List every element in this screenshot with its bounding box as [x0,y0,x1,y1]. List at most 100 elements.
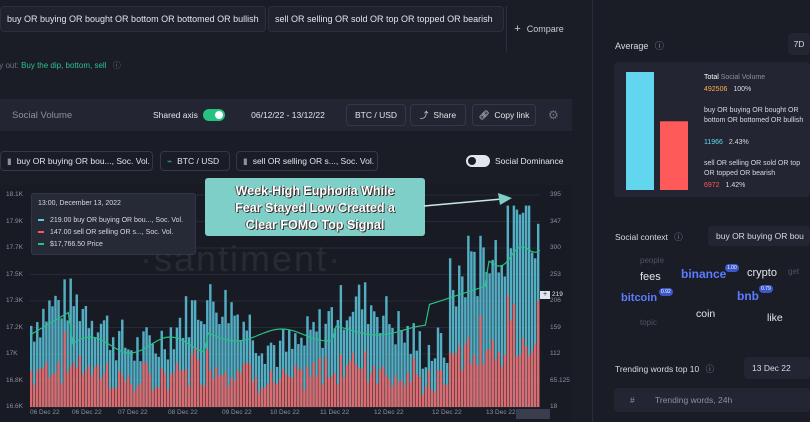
bar-buy [42,308,45,407]
pair-select[interactable]: BTC / USD [346,104,406,126]
bar-buy [357,284,361,407]
tooltip-row-sell: 147.00 sell OR selling OR s..., Soc. Vol… [38,229,173,236]
legend-chip-buy[interactable]: ▮ buy OR buying OR bou..., Soc. Vol. [0,151,153,171]
buy-pct: 2.43% [728,139,749,146]
query-chip-sell[interactable]: sell OR selling OR sold OR top OR topped… [268,6,504,32]
sell-pct: 1.42% [725,182,746,189]
bar-sell [154,386,157,407]
x-axis-highlight [516,409,550,419]
social-dominance-toggle[interactable] [466,155,490,167]
shared-axis-toggle[interactable] [203,109,225,121]
bar-buy [448,258,452,407]
query-chip-buy[interactable]: buy OR buying OR bought OR bottom OR bot… [0,6,274,32]
bar-sell [166,389,170,407]
bar-buy [288,329,291,407]
bar-sell [330,376,333,407]
bar-sell [175,362,179,407]
bar-buy [518,214,522,407]
legend-chip-btc[interactable]: ⌁ BTC / USD [160,151,230,171]
y-tick-price: 17.2K [6,323,23,331]
bar-sell [151,390,154,407]
bar-sell [111,387,115,407]
bar-buy [397,311,400,407]
x-tick: 06 Dec 22 [72,409,102,416]
bar-buy [391,327,394,407]
copy-link-button[interactable]: 🔗︎ Copy link [472,104,536,126]
bar-sell [464,344,467,407]
bar-buy [30,325,33,407]
bar-buy [315,331,318,407]
bar-buy [218,324,221,407]
bar-sell [163,373,167,407]
share-button[interactable]: ⤴ Share [410,104,466,126]
bar-sell [406,372,409,407]
word-like[interactable]: like [767,312,783,324]
word-binance-badge: 1.00 [725,264,739,272]
total-sub: Social Volume [720,74,766,81]
legend-chip-sell[interactable]: ▮ sell OR selling OR s..., Soc. Vol. [236,151,378,171]
bar-buy [33,341,36,407]
bar-sell [121,375,124,407]
bar-sell [400,380,403,407]
bar-sell [488,349,491,407]
bar-buy [278,340,282,407]
bar-sell [48,377,51,407]
bar-sell [500,366,503,407]
bar-buy [533,258,537,407]
bar-sell [445,385,449,407]
word-people[interactable]: people [640,256,665,265]
word-crypto[interactable]: crypto [747,267,777,279]
social-context-select[interactable]: buy OR buying OR bou [708,226,810,246]
word-coin[interactable]: coin [696,308,716,320]
bar-buy [339,285,343,407]
period-select[interactable]: 7D [788,33,810,55]
current-volume-label: 219 [552,291,563,298]
gear-icon[interactable]: ⚙ [548,108,559,122]
y-tick-price: 17.7K [6,244,23,251]
trending-table-header [614,388,810,412]
bar-buy [108,350,112,407]
social-context-label: Social context ⓘ [615,231,683,243]
date-range-picker[interactable]: 06/12/22 - 13/12/22 [236,104,340,126]
bar-sell [260,387,264,407]
bar-sell [339,354,343,407]
bar-sell [36,370,39,407]
bar-sell [451,354,455,407]
bar-sell [385,375,388,407]
word-topic[interactable]: topic [640,318,657,327]
plus-icon: + [514,23,521,35]
word-cloud: people fees binance 1.00 crypto get bitc… [615,252,810,332]
bar-sell [309,377,312,407]
bar-buy [494,239,497,407]
bar-sell [233,380,236,407]
word-binance[interactable]: binance [681,267,727,281]
word-bnb-badge: 0.79 [759,285,773,293]
bar-sell [42,368,45,407]
word-fees[interactable]: fees [640,271,661,283]
x-tick: 10 Dec 22 [270,409,300,416]
bar-sell [536,300,540,407]
compare-button[interactable]: + Compare [506,6,571,52]
bar-buy [467,235,470,407]
series-swatch [38,219,44,222]
bar-sell [269,370,273,407]
bar-sell [87,365,91,407]
bar-sell [363,351,367,407]
bar-sell [527,355,531,407]
word-get[interactable]: get [788,267,800,276]
bar-sell [184,369,188,407]
bar-sell [388,379,391,407]
bar-buy [260,353,264,407]
x-tick: 07 Dec 22 [118,409,148,416]
bar-buy [111,337,115,407]
plus-marker-icon[interactable]: + [540,291,550,299]
bar-sell [278,378,282,407]
word-bnb[interactable]: bnb [737,289,759,303]
word-bitcoin[interactable]: bitcoin [621,292,658,304]
bar-buy [215,312,218,407]
chart-tooltip: 13:00, December 13, 2022 219.00 buy OR b… [31,193,196,255]
bar-buy [248,314,252,407]
try-out-suggestion[interactable]: Buy the dip, bottom, sell [21,61,107,70]
bar-sell [360,368,364,407]
trending-date-picker[interactable]: 13 Dec 22 [744,357,810,379]
